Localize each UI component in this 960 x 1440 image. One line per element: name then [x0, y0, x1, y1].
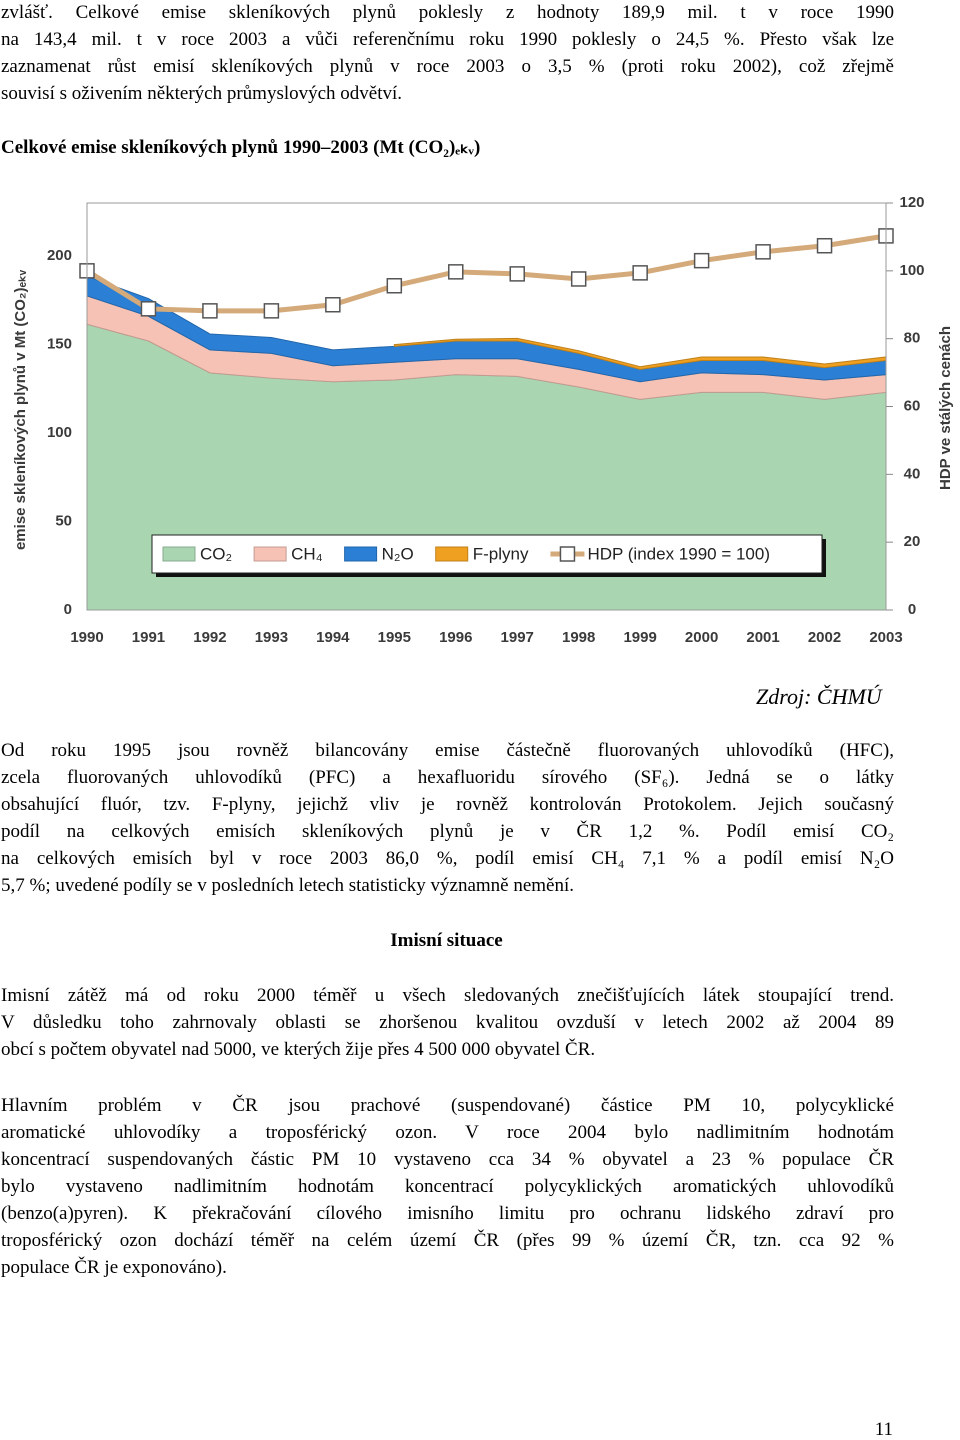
text-line: na 143,4 mil. t v roce 2003 a vůči refer… — [1, 29, 894, 50]
text-line: aromatické uhlovodíky a troposférický oz… — [1, 1122, 894, 1143]
page-number: 11 — [874, 1419, 893, 1440]
chart: emise skleníkových plynů v Mt (CO₂)ₑₖᵥ HD… — [12, 194, 954, 646]
legend-swatch — [253, 546, 287, 562]
y2-tick-label: 120 — [899, 194, 924, 211]
legend-label: CH₄ — [291, 544, 323, 563]
marker — [202, 303, 218, 319]
legend-swatch — [162, 546, 196, 562]
legend-item: CH₄ — [253, 544, 323, 563]
x-tick-label: 2000 — [685, 629, 718, 646]
text-line: bylo vystaveno nadlimitním hodnotám konc… — [1, 1176, 894, 1197]
x-tick-label: 1995 — [378, 629, 411, 646]
text-line: zvlášť. Celkové emise skleníkových plynů… — [1, 2, 894, 23]
y-tick-label: 100 — [47, 424, 72, 441]
y-axis-title: emise skleníkových plynů v Mt (CO₂)ₑₖᵥ — [12, 269, 29, 550]
y2-tick-label: 0 — [908, 601, 916, 618]
marker — [693, 252, 710, 269]
legend-swatch — [344, 546, 378, 562]
x-tick-label: 1996 — [439, 629, 472, 646]
plot-frame — [86, 202, 887, 611]
x-tick-label: 1991 — [132, 629, 165, 646]
x-tick-label: 2002 — [808, 629, 841, 646]
y2-tick-label: 80 — [904, 330, 921, 347]
y-tick-label: 0 — [64, 601, 72, 618]
legend-label: F-plyny — [473, 544, 529, 563]
x-tick-label: 1998 — [562, 629, 595, 646]
legend-label: CO₂ — [200, 544, 232, 563]
text-line: obsahující fluór, tzv. F-plyny, jejichž … — [1, 794, 894, 815]
text-line: Od roku 1995 jsou rovněž bilancovány emi… — [1, 740, 894, 761]
marker — [386, 278, 403, 294]
x-tick-label: 2001 — [746, 629, 779, 646]
x-tick-label: 1990 — [70, 629, 103, 646]
text-line: obcí s počtem obyvatel nad 5000, ve kter… — [1, 1039, 596, 1060]
x-tick-label: 1997 — [501, 629, 534, 646]
chart-title: Celkové emise skleníkových plynů 1990–20… — [1, 137, 481, 158]
y-tick-label: 50 — [55, 512, 72, 529]
section-heading: Imisní situace — [390, 930, 503, 951]
x-tick-label: 2003 — [869, 629, 902, 646]
marker — [325, 297, 341, 313]
y2-tick-label: 20 — [904, 533, 921, 550]
marker — [448, 264, 464, 280]
text-line: na celkových emisích byl v roce 2003 86,… — [1, 848, 894, 869]
text-line: zcela fluorovaných uhlovodíků (PFC) a he… — [1, 767, 894, 788]
text-line: Hlavním problém v ČR jsou prachové (susp… — [1, 1095, 894, 1116]
marker — [509, 266, 525, 282]
source: Zdroj: ČHMÚ — [756, 684, 882, 709]
line — [85, 233, 887, 314]
y-tick-label: 200 — [47, 247, 72, 264]
legend-marker — [559, 546, 576, 562]
text-line: koncentrací suspendovaných částic PM 10 … — [1, 1149, 894, 1170]
marker — [570, 271, 587, 287]
legend-swatch — [435, 546, 469, 562]
text-line: V důsledku toho zahrnovaly oblasti se zh… — [1, 1012, 894, 1033]
x-tick-label: 1993 — [255, 629, 288, 646]
text-line: populace ČR je exponováno). — [1, 1257, 227, 1278]
legend-label: HDP (index 1990 = 100) — [587, 544, 770, 563]
text-line: troposférický ozon dochází téměř na celé… — [1, 1230, 894, 1251]
y2-tick-label: 40 — [904, 465, 921, 482]
marker — [816, 237, 833, 254]
text-line: zaznamenat růst emisí skleníkových plynů… — [1, 56, 894, 77]
x-tick-label: 1994 — [316, 629, 350, 646]
legend-item: CO₂ — [162, 544, 232, 563]
text-line: podíl na celkových emisích skleníkových … — [1, 821, 894, 842]
x-tick-label: 1992 — [193, 629, 226, 646]
text-line: 5,7 %; uvedené podíly se v posledních le… — [1, 875, 575, 896]
y-tick-label: 150 — [47, 336, 72, 353]
legend-item: N₂O — [344, 544, 414, 563]
marker — [140, 301, 157, 317]
x-tick-label: 1999 — [623, 629, 656, 646]
text-line: (benzo(a)pyren). K překračování cílového… — [1, 1203, 894, 1224]
y2-axis-title: HDP ve stálých cenách — [937, 326, 954, 490]
marker — [755, 244, 771, 260]
legend-label: N₂O — [382, 544, 414, 563]
y2-tick-label: 100 — [899, 262, 924, 279]
text-line: souvisí s oživením některých průmyslovýc… — [1, 83, 403, 104]
marker — [263, 303, 280, 319]
text-line: Imisní zátěž má od roku 2000 téměř u vše… — [1, 985, 894, 1006]
y2-tick-label: 60 — [904, 397, 921, 414]
legend-item: HDP (index 1990 = 100) — [550, 544, 770, 563]
legend-item: F-plyny — [435, 544, 529, 563]
marker — [632, 265, 648, 281]
